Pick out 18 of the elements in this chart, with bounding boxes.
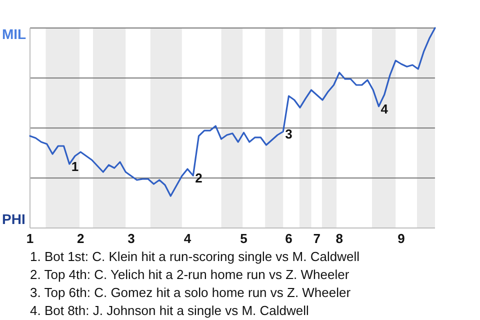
- x-tick-label: 5: [240, 231, 248, 246]
- text: 1. Bot 1st: C. Klein hit a run-scoring single vs M. Caldwell: [30, 249, 360, 264]
- x-tick-label: 4: [184, 231, 192, 246]
- x-tick-label: 6: [285, 231, 292, 246]
- text: 4. Bot 8th: J. Johnson hit a single vs M. Caldwell: [30, 303, 310, 318]
- annotation: 4: [380, 101, 389, 116]
- x-tick-label: 8: [336, 231, 343, 246]
- x-tick-label: 7: [313, 231, 320, 246]
- text: PHI: [2, 211, 26, 227]
- text: 2. Top 4th: C. Yelich hit a 2-run home run vs Z. Wheeler: [30, 267, 350, 282]
- x-tick-label: 9: [398, 231, 405, 246]
- text: 3. Top 6th: C. Gomez hit a solo home run vs Z. Wheeler: [30, 285, 352, 300]
- x-tick-label: 1: [26, 231, 34, 246]
- annotation: 1: [71, 159, 79, 174]
- x-tick-label: 3: [128, 231, 135, 246]
- text: MIL: [2, 26, 27, 42]
- x-tick-label: 2: [77, 231, 84, 246]
- annotation: 3: [285, 126, 292, 142]
